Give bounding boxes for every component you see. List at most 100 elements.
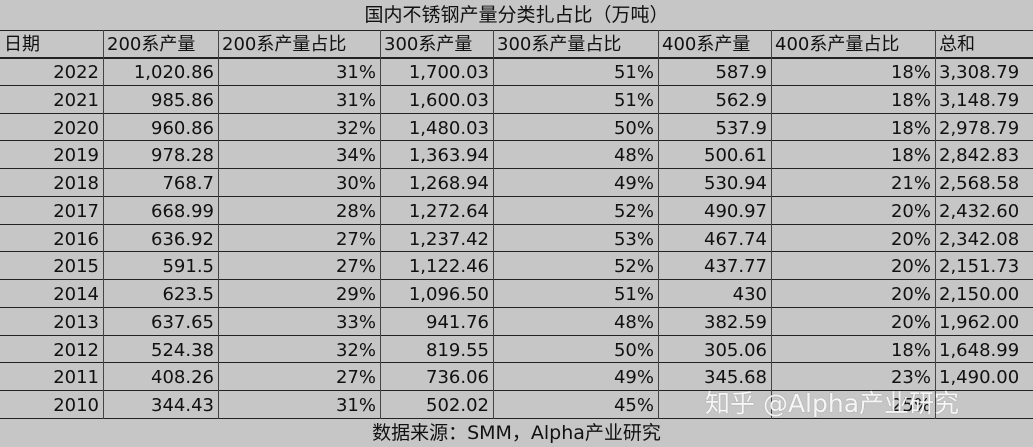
table-cell: 53% [613,228,654,250]
table-cell: 49% [613,173,654,195]
column-header: 200系产量 [107,34,196,55]
table-cell: 18% [890,117,931,139]
table-cell: 623.5 [162,284,214,306]
row-divider [0,168,1033,169]
table-cell: 978.28 [151,145,214,167]
table-cell: 490.97 [704,200,767,222]
column-header: 日期 [4,34,40,55]
table-cell: 20% [890,284,931,306]
column-header: 200系产量占比 [222,34,347,55]
table-cell: 736.06 [426,367,489,389]
table-cell: 1,600.03 [408,89,489,111]
table-cell: 1,096.50 [408,284,489,306]
table-cell: 587.9 [715,62,767,83]
column-divider [658,30,659,419]
table-cell: 18% [890,339,931,361]
table-cell: 1,122.46 [408,256,489,278]
table-cell: 32% [335,117,376,139]
table-cell: 2,842.83 [939,145,1020,167]
column-divider [380,30,381,419]
row-divider [0,279,1033,280]
table-cell: 30% [335,173,376,195]
table-cell: 1,962.00 [939,311,1020,333]
table-cell: 2,978.79 [939,117,1020,139]
row-year-cell: 2018 [53,173,99,195]
table-cell: 305.06 [704,339,767,361]
table-cell: 2,568.58 [939,173,1020,195]
table-cell: 668.99 [151,200,214,222]
table-cell: 1,648.99 [939,339,1020,361]
table-cell: 25% [890,395,931,417]
table-cell: 31% [335,395,376,417]
table-cell: 408.26 [151,367,214,389]
row-divider [0,196,1033,197]
table-cell: 3,308.79 [939,62,1020,83]
table-cell: 21% [890,173,931,195]
row-year-cell: 2015 [53,256,99,278]
table-cell: 27% [335,228,376,250]
row-divider [0,113,1033,114]
table-cell: 27% [335,256,376,278]
table-cell: 23% [890,367,931,389]
table-cell: 345.68 [704,367,767,389]
table-cell: 52% [613,256,654,278]
table-cell: 537.9 [715,117,767,139]
table-cell: 2,151.73 [939,256,1020,278]
table-cell: 20% [890,200,931,222]
table-cell: 768.7 [162,173,214,195]
row-year-cell: 2016 [53,228,99,250]
row-divider [0,251,1033,252]
table-cell: 344.43 [151,395,214,417]
table-cell: 51% [613,89,654,111]
table-title: 国内不锈钢产量分类扎占比（万吨） [364,4,669,26]
table-cell: 502.02 [426,395,489,417]
table-cell: 2,150.00 [939,284,1020,306]
table-cell: 2,342.08 [939,228,1020,250]
row-year-cell: 2017 [53,200,99,222]
table-cell: 20% [890,311,931,333]
table-cell: 45% [613,395,654,417]
table-cell: 3,148.79 [939,89,1020,111]
column-header: 300系产量 [384,34,473,55]
column-divider [493,30,494,419]
table-cell: 18% [890,145,931,167]
column-header: 400系产量占比 [775,34,900,55]
table-cell: 48% [613,311,654,333]
row-divider [0,30,1033,31]
column-divider [771,30,772,419]
table-cell: 941.76 [426,311,489,333]
row-divider [0,335,1033,336]
table-cell: 1,480.03 [408,117,489,139]
table-cell: 29% [335,284,376,306]
column-header: 300系产量占比 [497,34,622,55]
table-cell: 1,272.64 [408,200,489,222]
table-cell: 20% [890,228,931,250]
table-cell: 1,490.00 [939,367,1020,389]
table-cell: 31% [335,62,376,83]
row-year-cell: 2014 [53,284,99,306]
table-cell: 467.74 [704,228,767,250]
column-divider [103,30,104,419]
table-cell: 28% [335,200,376,222]
table-cell: 32% [335,339,376,361]
table-cell: 562.9 [715,89,767,111]
table-cell: 49% [613,367,654,389]
table-cell: 33% [335,311,376,333]
column-divider [935,30,936,419]
table-cell: 382.59 [704,311,767,333]
row-year-cell: 2011 [53,367,99,389]
row-year-cell: 2019 [53,145,99,167]
row-year-cell: 2012 [53,339,99,361]
row-divider [0,85,1033,86]
row-divider [0,362,1033,363]
table-cell: 530.94 [704,173,767,195]
table-cell: 34% [335,145,376,167]
table-cell: 1,268.94 [408,173,489,195]
row-year-cell: 2013 [53,311,99,333]
table-cell: 52% [613,200,654,222]
row-divider [0,140,1033,141]
table-cell: 51% [613,62,654,83]
table-cell: 500.61 [704,145,767,167]
row-divider [0,57,1033,59]
watermark: 知乎 @Alpha产业研究 [705,389,960,418]
